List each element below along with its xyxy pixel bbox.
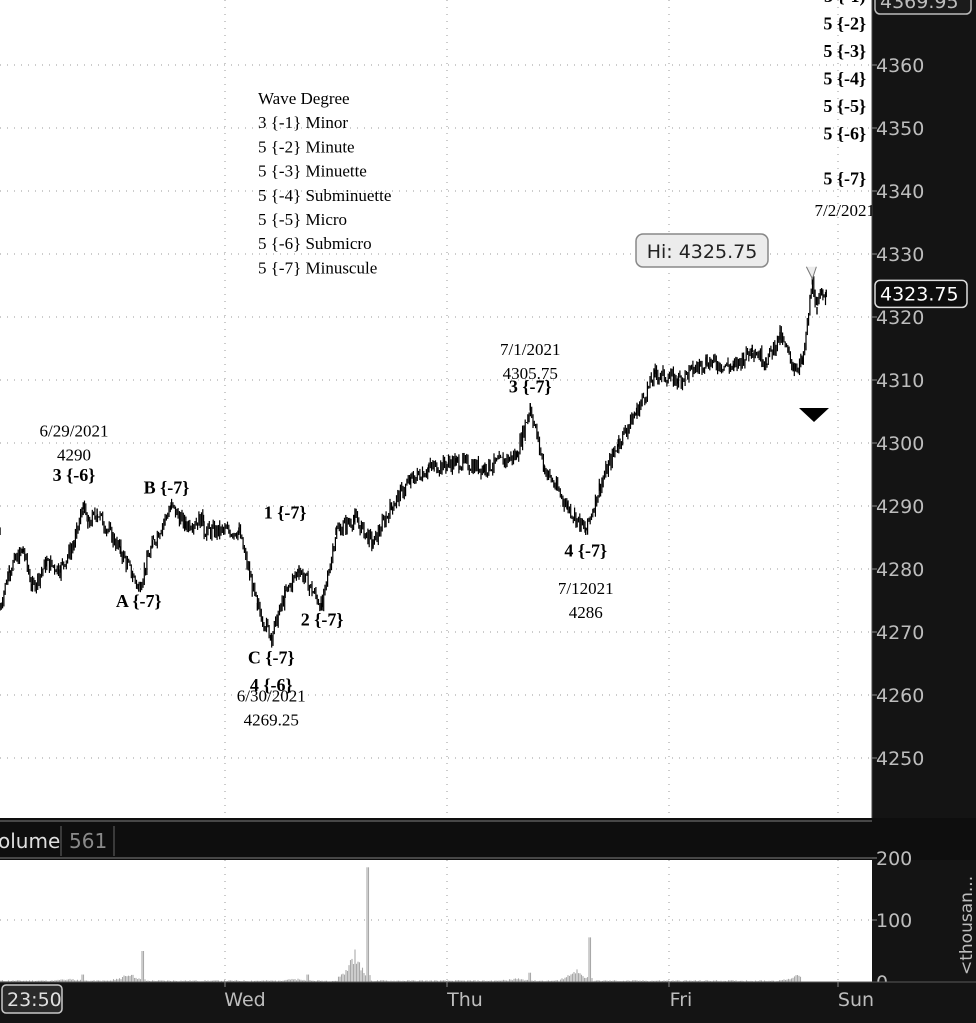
time-tick-label: Fri: [670, 989, 693, 1011]
down-triangle-icon: [799, 408, 829, 422]
wave-label: 7/1/2021: [500, 340, 560, 359]
wave-label: 4286: [569, 603, 603, 622]
wave-label: A {-7}: [116, 591, 162, 611]
top-value-label: 4369.95: [880, 0, 959, 13]
down-triangle-marker: [799, 408, 829, 422]
wave-label: 4 {-6}: [250, 675, 293, 695]
price-series[interactable]: [0, 274, 827, 648]
wave-label: 4290: [57, 446, 91, 465]
high-bubble-pointer: [805, 266, 817, 281]
price-tick-label: 4270: [876, 622, 924, 644]
wave-label: B {-7}: [144, 477, 190, 497]
last-price-badge: [874, 279, 968, 309]
volume-header-bg: [0, 818, 976, 860]
legend-item: 5 {-3} Minuette: [258, 162, 367, 181]
volume-title: olume: [0, 829, 60, 853]
time-tick-label: Wed: [224, 989, 265, 1011]
wave-label: 3 {-6}: [53, 465, 96, 485]
price-tick-label: 4340: [876, 181, 924, 203]
price-tick-label: 4290: [876, 496, 924, 518]
wave-label: 6/30/2021: [237, 686, 306, 705]
wave-label: 1 {-7}: [264, 503, 307, 523]
price-tick-label: 4280: [876, 559, 924, 581]
wave-label: 4305.75: [503, 364, 558, 383]
wave-label: 4269.25: [244, 710, 299, 729]
wave-label: 7/2/2021: [815, 201, 875, 220]
price-tick-label: 4360: [876, 55, 924, 77]
wave-label: 5 {-6}: [823, 124, 866, 144]
wave-label: 3 {-7}: [509, 377, 552, 397]
wave-label: 5 {-7}: [823, 169, 866, 189]
wave-label: 6/29/2021: [40, 422, 109, 441]
high-bubble: Hi: 4325.75: [635, 233, 817, 281]
wave-degree-legend: Wave Degree 3 {-1} Minor 5 {-2} Minute 5 {-…: [258, 89, 391, 277]
price-axis[interactable]: 4250 4260 4270 4280 4290 4300 4310 4320 4330 4340…: [871, 0, 976, 818]
volume-tick-label: 100: [876, 910, 912, 932]
price-tick-label: 4320: [876, 307, 924, 329]
price-tick-label: 4300: [876, 433, 924, 455]
time-axis-bg: [0, 982, 976, 1023]
legend-item: 5 {-6} Submicro: [258, 234, 372, 253]
legend-item: 5 {-7} Minuscule: [258, 258, 377, 277]
volume-value: 561: [69, 829, 107, 853]
time-tick-label: Sun: [838, 989, 874, 1011]
high-bubble-box: [635, 233, 769, 268]
price-tick-label: 4350: [876, 118, 924, 140]
wave-label: 5 {-4}: [823, 69, 866, 89]
time-cursor-badge: [1, 984, 63, 1014]
top-value-badge: [874, 0, 972, 15]
wave-label: 3 {-1): [824, 0, 866, 7]
volume-axis-bg: [872, 860, 976, 982]
legend-title: Wave Degree: [258, 89, 350, 108]
wave-label: 2 {-7}: [301, 610, 344, 630]
volume-panel[interactable]: olume5610100200<thousan...: [0, 818, 976, 994]
volume-plot-bg: [0, 860, 872, 982]
price-tick-label: 4310: [876, 370, 924, 392]
volume-unit-label: <thousan...: [957, 876, 976, 975]
high-bubble-text: Hi: 4325.75: [647, 241, 758, 263]
time-axis[interactable]: 23:50 Wed Thu Fri Sun: [0, 981, 976, 1023]
last-price-label: 4323.75: [880, 283, 959, 305]
wave-label: C {-7}: [248, 648, 295, 668]
price-axis-bg: [872, 0, 976, 818]
price-tick-label: 4250: [876, 748, 924, 770]
wave-label: 4 {-7}: [564, 540, 607, 560]
price-grid: [0, 0, 872, 818]
volume-tick-label: 200: [876, 848, 912, 870]
legend-item: 5 {-5} Micro: [258, 210, 347, 229]
price-tick-label: 4330: [876, 244, 924, 266]
wave-label: 5 {-3}: [823, 41, 866, 61]
wave-label: 5 {-2}: [823, 14, 866, 34]
wave-label: 7/12021: [558, 579, 614, 598]
wave-label: 5 {-5}: [823, 96, 866, 116]
legend-item: 5 {-2} Minute: [258, 137, 355, 156]
time-cursor-label: 23:50: [7, 989, 62, 1011]
legend-item: 3 {-1} Minor: [258, 113, 348, 132]
legend-item: 5 {-4} Subminuette: [258, 186, 391, 205]
time-tick-label: Thu: [446, 989, 483, 1011]
price-tick-label: 4260: [876, 685, 924, 707]
